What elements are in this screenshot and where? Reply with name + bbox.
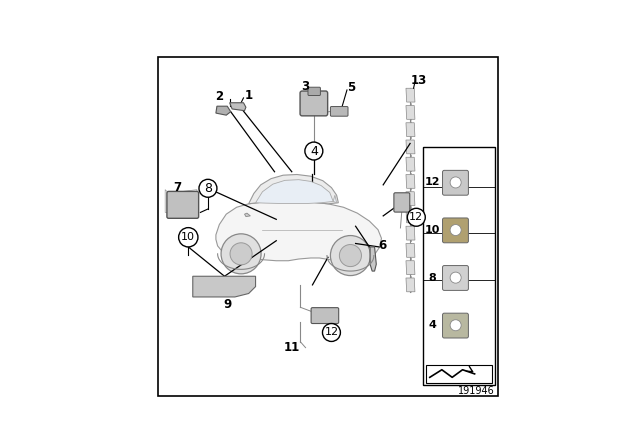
Circle shape — [330, 236, 371, 276]
Polygon shape — [406, 244, 415, 257]
FancyBboxPatch shape — [300, 91, 328, 116]
Polygon shape — [406, 88, 415, 102]
Circle shape — [450, 177, 461, 188]
Text: 10: 10 — [425, 225, 440, 235]
Circle shape — [179, 228, 198, 247]
Text: 11: 11 — [284, 341, 300, 354]
Polygon shape — [406, 157, 415, 171]
Polygon shape — [406, 106, 415, 119]
Polygon shape — [255, 180, 333, 203]
Text: 12: 12 — [409, 212, 424, 222]
Polygon shape — [406, 226, 415, 240]
FancyBboxPatch shape — [167, 191, 198, 218]
Polygon shape — [406, 261, 415, 275]
Text: 8: 8 — [204, 182, 212, 195]
Bar — [423, 147, 495, 385]
FancyBboxPatch shape — [442, 218, 468, 243]
Circle shape — [450, 224, 461, 236]
Polygon shape — [370, 247, 376, 271]
Polygon shape — [406, 140, 415, 154]
Circle shape — [199, 179, 217, 197]
Text: 3: 3 — [301, 80, 310, 93]
Text: 5: 5 — [347, 81, 355, 94]
Text: 2: 2 — [215, 90, 223, 103]
Polygon shape — [216, 202, 381, 261]
Circle shape — [323, 323, 340, 341]
Polygon shape — [406, 123, 415, 137]
Polygon shape — [244, 213, 250, 216]
Text: 6: 6 — [378, 239, 387, 252]
Polygon shape — [249, 174, 339, 204]
Text: 8: 8 — [429, 273, 436, 283]
Text: 4: 4 — [310, 145, 318, 158]
Polygon shape — [193, 276, 255, 297]
Circle shape — [230, 243, 252, 265]
Text: 9: 9 — [224, 298, 232, 311]
FancyBboxPatch shape — [311, 308, 339, 323]
Circle shape — [221, 234, 261, 274]
Text: 7: 7 — [173, 181, 181, 194]
FancyBboxPatch shape — [308, 87, 321, 95]
Circle shape — [305, 142, 323, 160]
Circle shape — [450, 272, 461, 283]
FancyBboxPatch shape — [442, 266, 468, 290]
Polygon shape — [406, 174, 415, 188]
FancyBboxPatch shape — [442, 170, 468, 195]
Polygon shape — [406, 192, 415, 206]
Text: 12: 12 — [425, 177, 440, 187]
Text: 13: 13 — [410, 74, 426, 87]
Text: 4: 4 — [429, 320, 436, 330]
Circle shape — [407, 208, 425, 226]
Text: 10: 10 — [181, 232, 195, 242]
FancyBboxPatch shape — [394, 193, 410, 212]
Text: 191946: 191946 — [458, 386, 495, 396]
Text: 1: 1 — [244, 89, 253, 102]
FancyBboxPatch shape — [442, 313, 468, 338]
Circle shape — [450, 320, 461, 331]
Polygon shape — [333, 195, 337, 203]
Bar — [426, 365, 492, 383]
Text: 12: 12 — [324, 327, 339, 337]
Polygon shape — [230, 103, 246, 111]
FancyBboxPatch shape — [330, 107, 348, 116]
Circle shape — [339, 245, 362, 267]
Polygon shape — [406, 209, 415, 223]
Polygon shape — [216, 106, 231, 115]
Polygon shape — [406, 278, 415, 292]
